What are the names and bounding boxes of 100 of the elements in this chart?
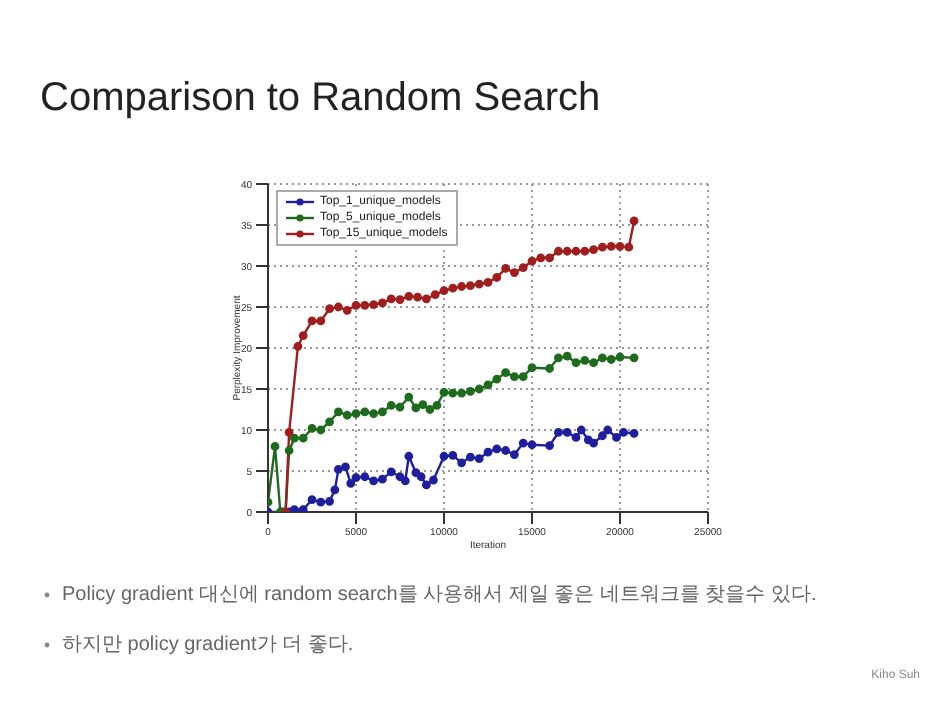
point: [404, 451, 414, 461]
point: [466, 281, 475, 291]
point: [284, 446, 294, 455]
point: [307, 423, 317, 433]
point: [483, 278, 493, 287]
point: [316, 316, 326, 326]
point: [615, 241, 625, 251]
point: [492, 444, 502, 454]
point: [536, 253, 546, 263]
point: [501, 368, 510, 377]
point: [270, 442, 280, 451]
point: [501, 446, 510, 455]
point: [474, 384, 484, 394]
point: [545, 253, 554, 263]
point: [386, 294, 396, 304]
point: [518, 372, 528, 382]
point: [369, 476, 378, 486]
point: [510, 372, 519, 382]
point: [619, 428, 628, 437]
point: [378, 298, 387, 308]
text: 하지만 policy gradient가 더 좋다.: [62, 632, 354, 658]
point: [330, 485, 340, 495]
point: [432, 401, 442, 410]
point: [580, 246, 590, 256]
point: [316, 425, 326, 435]
point: [554, 246, 563, 256]
point: [492, 273, 502, 282]
point: [325, 304, 334, 314]
point: [351, 300, 361, 310]
point: [422, 294, 431, 304]
point: [483, 380, 493, 390]
point: [439, 286, 449, 295]
point: [518, 263, 528, 273]
point: [527, 440, 537, 450]
point: [603, 425, 613, 435]
point: [457, 388, 466, 398]
point: [341, 462, 350, 472]
point: [395, 472, 405, 482]
chart-title: Comparison to Random Search: [40, 76, 601, 122]
point: [334, 302, 343, 312]
point: [527, 256, 537, 266]
point: [395, 295, 405, 305]
point: [307, 316, 317, 326]
point: [629, 353, 639, 363]
point: [510, 450, 519, 459]
point: [571, 246, 581, 256]
point: [360, 407, 370, 417]
point: [425, 405, 435, 414]
point: [598, 431, 607, 441]
point: [466, 452, 475, 462]
point: [545, 364, 554, 373]
point: [351, 409, 361, 418]
point: [378, 474, 387, 484]
point: [589, 245, 598, 254]
point: [474, 454, 484, 464]
point: [629, 216, 639, 226]
point: [448, 388, 458, 398]
point: [400, 476, 410, 486]
point: [598, 353, 607, 363]
point: [342, 410, 352, 420]
point: [416, 472, 426, 482]
point: [576, 425, 586, 435]
point: [411, 468, 421, 478]
point: [422, 480, 431, 490]
point: [466, 387, 475, 396]
point: [492, 374, 502, 384]
point: [360, 472, 370, 482]
point: [483, 447, 493, 457]
point: [395, 402, 405, 412]
point: [290, 433, 299, 443]
point: [562, 246, 572, 256]
point: [510, 268, 519, 277]
point: [629, 428, 639, 438]
point: [589, 358, 598, 368]
point: [369, 409, 378, 418]
point: [518, 438, 528, 448]
point: [474, 279, 484, 289]
point: [360, 300, 370, 310]
point: [562, 351, 572, 361]
point: [598, 242, 607, 252]
point: [457, 282, 466, 291]
point: [615, 352, 625, 362]
text: Policy gradient 대신에 random search를 사용해서 제일 좋은 네트워크를 찾을수 있다.: [62, 582, 817, 608]
point: [351, 473, 361, 482]
point: [386, 467, 396, 477]
point: [429, 475, 438, 485]
point: [386, 401, 396, 410]
point: [378, 407, 387, 417]
point: [571, 358, 581, 368]
point: [418, 400, 428, 409]
point: [298, 505, 308, 512]
point: [554, 428, 563, 437]
point: [606, 241, 616, 251]
point: [334, 464, 343, 474]
point: [342, 305, 352, 315]
point: [404, 291, 414, 301]
point: [439, 387, 449, 397]
point: [448, 283, 458, 293]
point: [325, 496, 334, 506]
point: [457, 458, 466, 468]
